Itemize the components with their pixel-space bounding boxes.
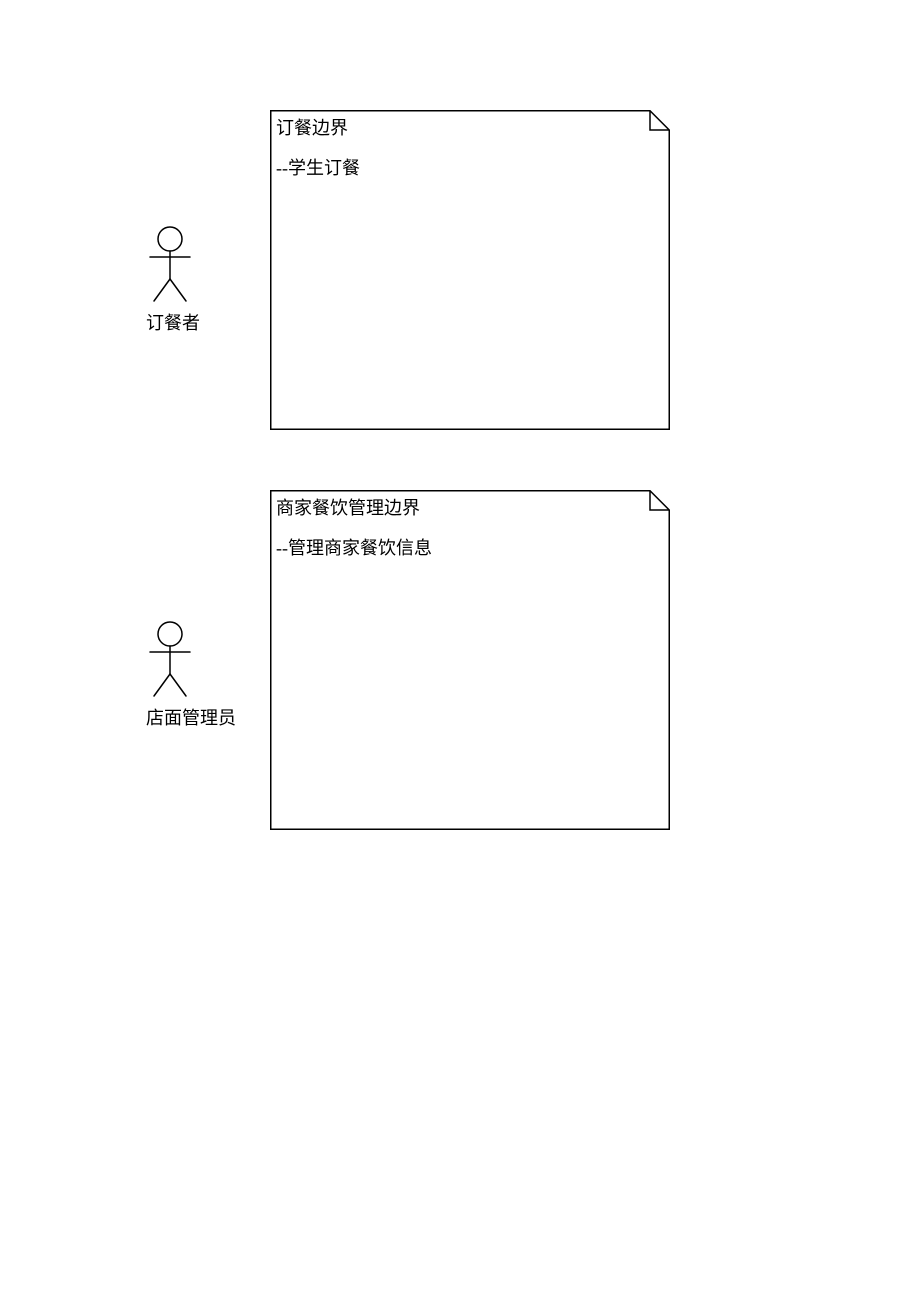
actor-store-admin: 店面管理员 (146, 620, 194, 730)
note-order-boundary-title: 订餐边界 (276, 114, 348, 140)
actor-store-admin-label: 店面管理员 (146, 704, 194, 730)
actor-orderer-label: 订餐者 (146, 309, 194, 335)
diagram-canvas: 订餐者店面管理员 订餐边界 --学生订餐商家餐饮管理边界 --管理商家餐饮信息 (0, 0, 920, 1302)
actor-orderer: 订餐者 (146, 225, 194, 335)
note-order-boundary: 订餐边界 --学生订餐 (270, 110, 670, 430)
note-merchant-boundary: 商家餐饮管理边界 --管理商家餐饮信息 (270, 490, 670, 830)
note-merchant-boundary-body: --管理商家餐饮信息 (276, 534, 432, 560)
note-merchant-boundary-title: 商家餐饮管理边界 (276, 494, 420, 520)
note-order-boundary-body: --学生订餐 (276, 154, 360, 180)
